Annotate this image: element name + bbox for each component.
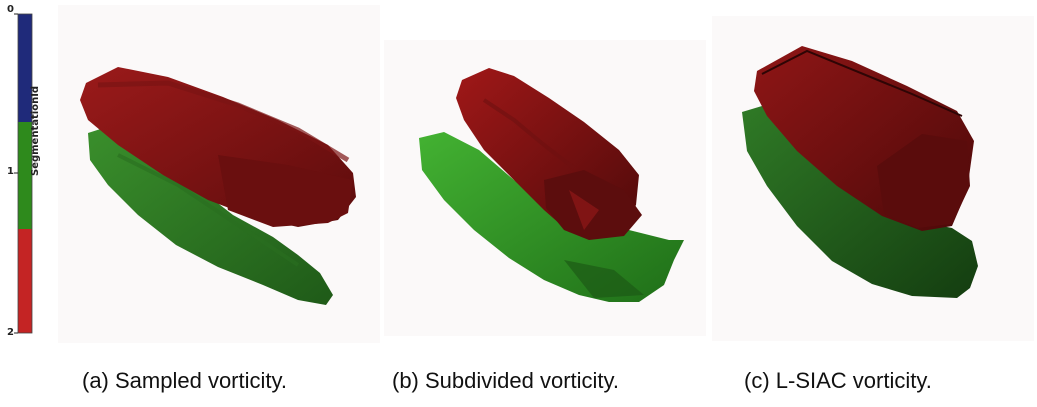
colorbar-gradient <box>14 13 33 334</box>
panel-subdivided-vorticity <box>384 40 706 336</box>
panel-sampled-vorticity <box>58 5 380 343</box>
subdivided-vorticity-render <box>419 68 684 302</box>
colorbar-tick-0: 0 <box>7 4 14 15</box>
sampled-vorticity-render <box>80 67 356 305</box>
l-siac-vorticity-render <box>742 46 978 298</box>
panel-l-siac-vorticity <box>712 16 1034 341</box>
colorbar-tick-2: 2 <box>7 327 14 338</box>
caption-l-siac-vorticity: (c) L-SIAC vorticity. <box>744 368 932 393</box>
colorbar-tick-1: 1 <box>7 166 14 177</box>
caption-sampled-vorticity: (a) Sampled vorticity. <box>82 368 287 393</box>
caption-subdivided-vorticity: (b) Subdivided vorticity. <box>392 368 620 393</box>
segmentation-colorbar: 0 1 2 SegmentationId <box>0 0 60 345</box>
colorbar-title: SegmentationId <box>30 85 41 176</box>
